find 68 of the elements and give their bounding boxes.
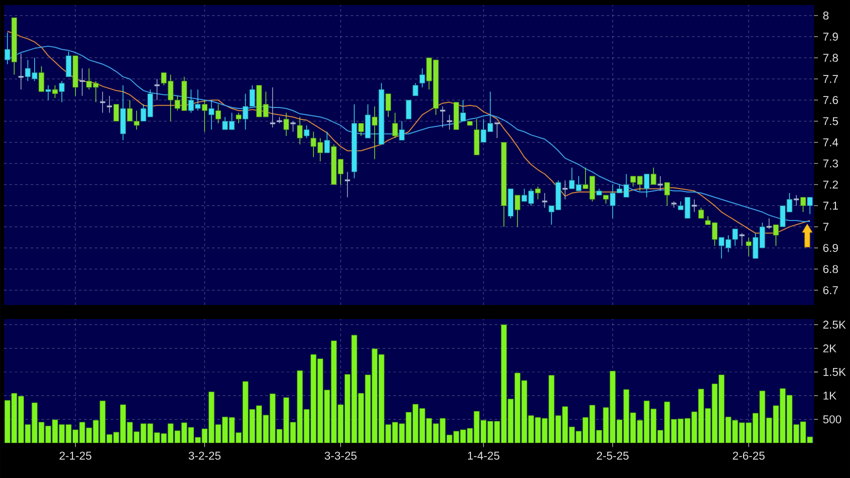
y-tick-label: 7 (823, 222, 828, 231)
y-tick-label: 7.7 (823, 75, 838, 83)
candlestick (460, 100, 466, 122)
y-tick-label: 7.5 (823, 117, 838, 126)
candlestick (792, 194, 800, 206)
candlestick (385, 93, 392, 118)
candlestick (644, 174, 650, 198)
candlestick (392, 112, 398, 138)
candlestick (670, 201, 678, 208)
x-tick-label: 2-1-25 (60, 452, 92, 460)
candlestick (439, 106, 446, 128)
candlestick (807, 196, 813, 215)
candlestick (202, 100, 208, 132)
candlestick (283, 112, 290, 136)
candlestick (650, 167, 656, 185)
candlestick (78, 68, 86, 96)
candlestick (38, 66, 44, 92)
candlestick (45, 84, 52, 100)
y-tick-label: 7.9 (823, 32, 838, 41)
candlestick (514, 194, 520, 228)
candlestick (358, 122, 364, 136)
candlestick (406, 100, 412, 120)
candlestick (52, 84, 58, 98)
candlestick (412, 82, 418, 96)
x-tick-label: 3-2-25 (188, 452, 221, 460)
y-tick-label: 7.1 (823, 202, 838, 210)
y-tick-label: 500 (823, 415, 842, 424)
y-tick-label: 2K (823, 344, 836, 352)
y-tick-label: 8 (823, 12, 829, 20)
y-tick-label: 7.8 (823, 54, 838, 62)
candlestick (365, 104, 371, 138)
candlestick (419, 68, 426, 88)
candlestick (59, 80, 65, 103)
y-tick-label: 7.3 (823, 159, 838, 168)
y-tick-label: 6.9 (823, 244, 838, 252)
candlestick (399, 120, 405, 141)
y-tick-label: 1K (824, 392, 836, 400)
candlestick (106, 95, 113, 114)
y-tick-label: 6.7 (823, 286, 838, 294)
y-tick-label: 7.2 (823, 180, 838, 189)
candlestick (372, 106, 378, 160)
candlestick (324, 131, 330, 154)
candlestick (535, 186, 541, 200)
candlestick (664, 182, 670, 206)
y-tick-label: 2.5K (823, 320, 846, 329)
candlestick (304, 125, 310, 138)
x-tick-label: 1-4-25 (468, 452, 500, 460)
x-tick-label: 2-5-25 (596, 452, 629, 460)
x-tick-label: 3-3-25 (324, 452, 357, 460)
candlestick (698, 207, 704, 219)
y-tick-label: 1.5K (824, 368, 846, 376)
x-tick-label: 2-6-25 (732, 452, 765, 460)
y-tick-label: 7.4 (823, 138, 838, 146)
candlestick (113, 104, 120, 122)
y-tick-label: 6.8 (823, 265, 838, 274)
candlestick (236, 112, 242, 124)
candlestick (800, 196, 806, 212)
candlestick (773, 224, 779, 246)
candlestick (66, 51, 72, 78)
candlestick (4, 32, 10, 65)
candlestick (746, 237, 752, 257)
candlestick (215, 104, 222, 124)
candlestick (690, 198, 698, 212)
candlestick (541, 192, 548, 208)
candlestick (656, 176, 664, 192)
candlestick (297, 116, 303, 145)
candlestick (208, 100, 214, 130)
y-tick-label: 7.6 (823, 96, 838, 104)
